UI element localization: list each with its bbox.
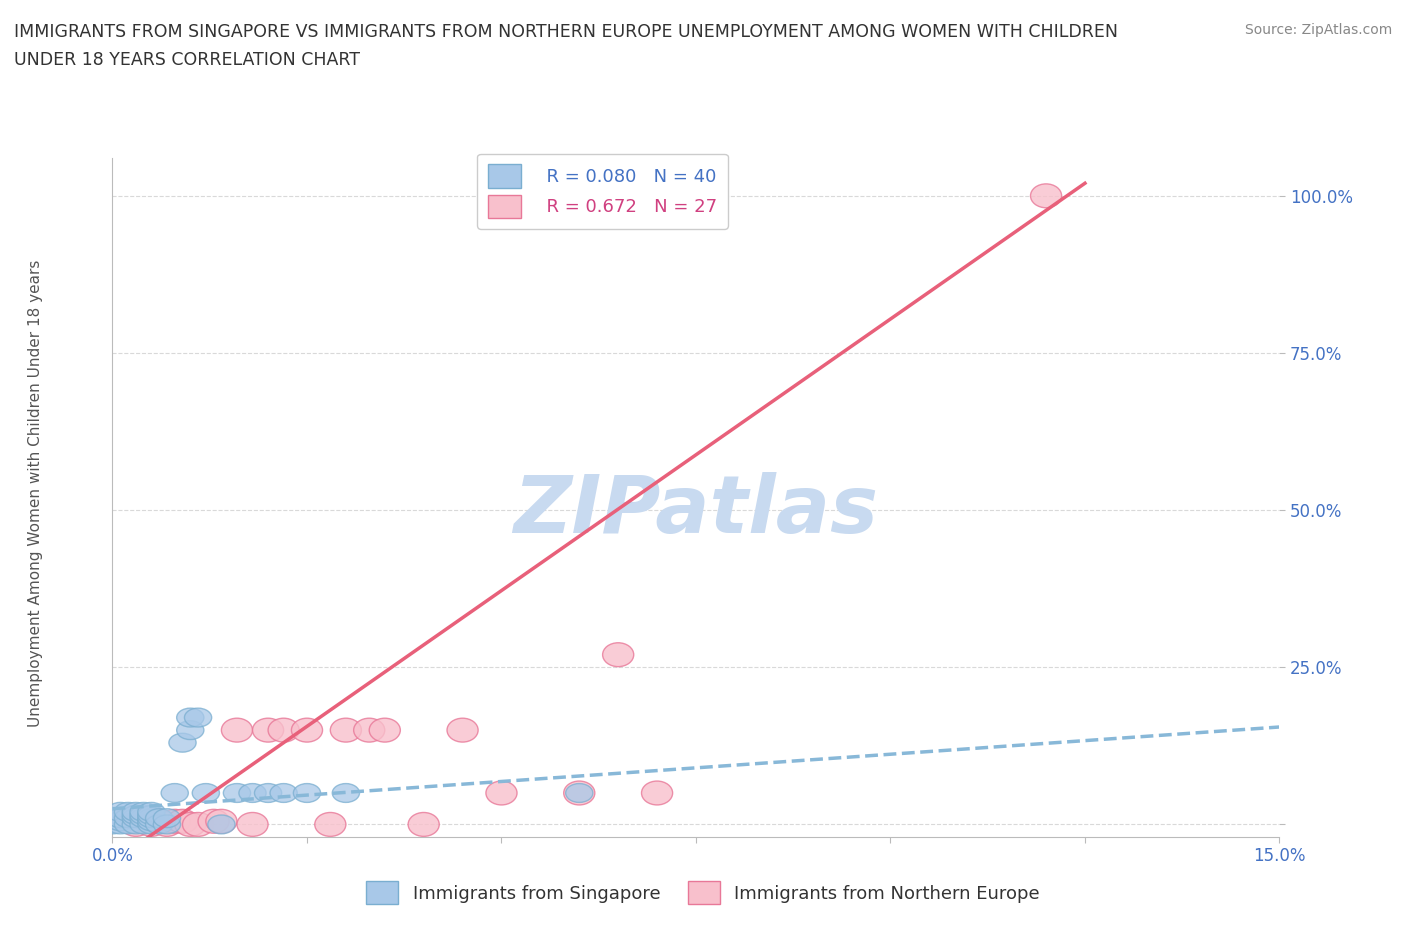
Ellipse shape [129,809,157,828]
Ellipse shape [167,809,198,833]
Text: UNDER 18 YEARS CORRELATION CHART: UNDER 18 YEARS CORRELATION CHART [14,51,360,69]
Ellipse shape [174,813,205,836]
Ellipse shape [129,815,157,834]
Ellipse shape [354,718,385,742]
Ellipse shape [162,784,188,803]
Ellipse shape [122,815,149,834]
Ellipse shape [221,718,253,742]
Ellipse shape [193,784,219,803]
Ellipse shape [122,803,149,821]
Text: Source: ZipAtlas.com: Source: ZipAtlas.com [1244,23,1392,37]
Ellipse shape [153,815,180,834]
Ellipse shape [136,813,167,836]
Ellipse shape [253,718,284,742]
Ellipse shape [269,718,299,742]
Ellipse shape [565,784,593,803]
Ellipse shape [270,784,297,803]
Ellipse shape [332,784,360,803]
Text: ZIPatlas: ZIPatlas [513,472,879,551]
Ellipse shape [208,815,235,834]
Ellipse shape [138,805,165,824]
Ellipse shape [138,812,165,830]
Ellipse shape [447,718,478,742]
Ellipse shape [330,718,361,742]
Ellipse shape [129,803,157,821]
Ellipse shape [159,809,190,833]
Ellipse shape [169,733,195,752]
Ellipse shape [603,643,634,667]
Text: IMMIGRANTS FROM SINGAPORE VS IMMIGRANTS FROM NORTHERN EUROPE UNEMPLOYMENT AMONG : IMMIGRANTS FROM SINGAPORE VS IMMIGRANTS … [14,23,1118,41]
Ellipse shape [129,805,157,824]
Ellipse shape [291,718,322,742]
Ellipse shape [254,784,281,803]
Ellipse shape [177,721,204,739]
Ellipse shape [152,813,183,836]
Text: Unemployment Among Women with Children Under 18 years: Unemployment Among Women with Children U… [28,259,42,726]
Ellipse shape [370,718,401,742]
Ellipse shape [146,815,173,834]
Ellipse shape [153,809,180,828]
Ellipse shape [177,708,204,727]
Ellipse shape [107,809,134,828]
Ellipse shape [564,781,595,805]
Ellipse shape [143,809,174,833]
Ellipse shape [641,781,672,805]
Ellipse shape [224,784,250,803]
Ellipse shape [146,809,173,828]
Ellipse shape [486,781,517,805]
Ellipse shape [205,809,238,833]
Ellipse shape [198,809,229,833]
Ellipse shape [1031,184,1062,207]
Legend: Immigrants from Singapore, Immigrants from Northern Europe: Immigrants from Singapore, Immigrants fr… [359,874,1047,911]
Ellipse shape [122,805,149,824]
Legend:   R = 0.080   N = 40,   R = 0.672   N = 27: R = 0.080 N = 40, R = 0.672 N = 27 [477,153,728,229]
Ellipse shape [114,809,142,828]
Ellipse shape [184,708,212,727]
Ellipse shape [138,815,165,834]
Ellipse shape [122,809,149,828]
Ellipse shape [239,784,266,803]
Ellipse shape [114,815,142,834]
Ellipse shape [107,803,134,821]
Ellipse shape [315,813,346,836]
Ellipse shape [238,813,269,836]
Ellipse shape [98,815,127,834]
Ellipse shape [138,809,165,828]
Ellipse shape [114,803,142,821]
Ellipse shape [128,809,159,833]
Ellipse shape [138,803,165,821]
Ellipse shape [121,813,152,836]
Ellipse shape [408,813,439,836]
Ellipse shape [107,812,134,830]
Ellipse shape [107,815,134,834]
Ellipse shape [294,784,321,803]
Ellipse shape [183,813,214,836]
Ellipse shape [98,809,127,828]
